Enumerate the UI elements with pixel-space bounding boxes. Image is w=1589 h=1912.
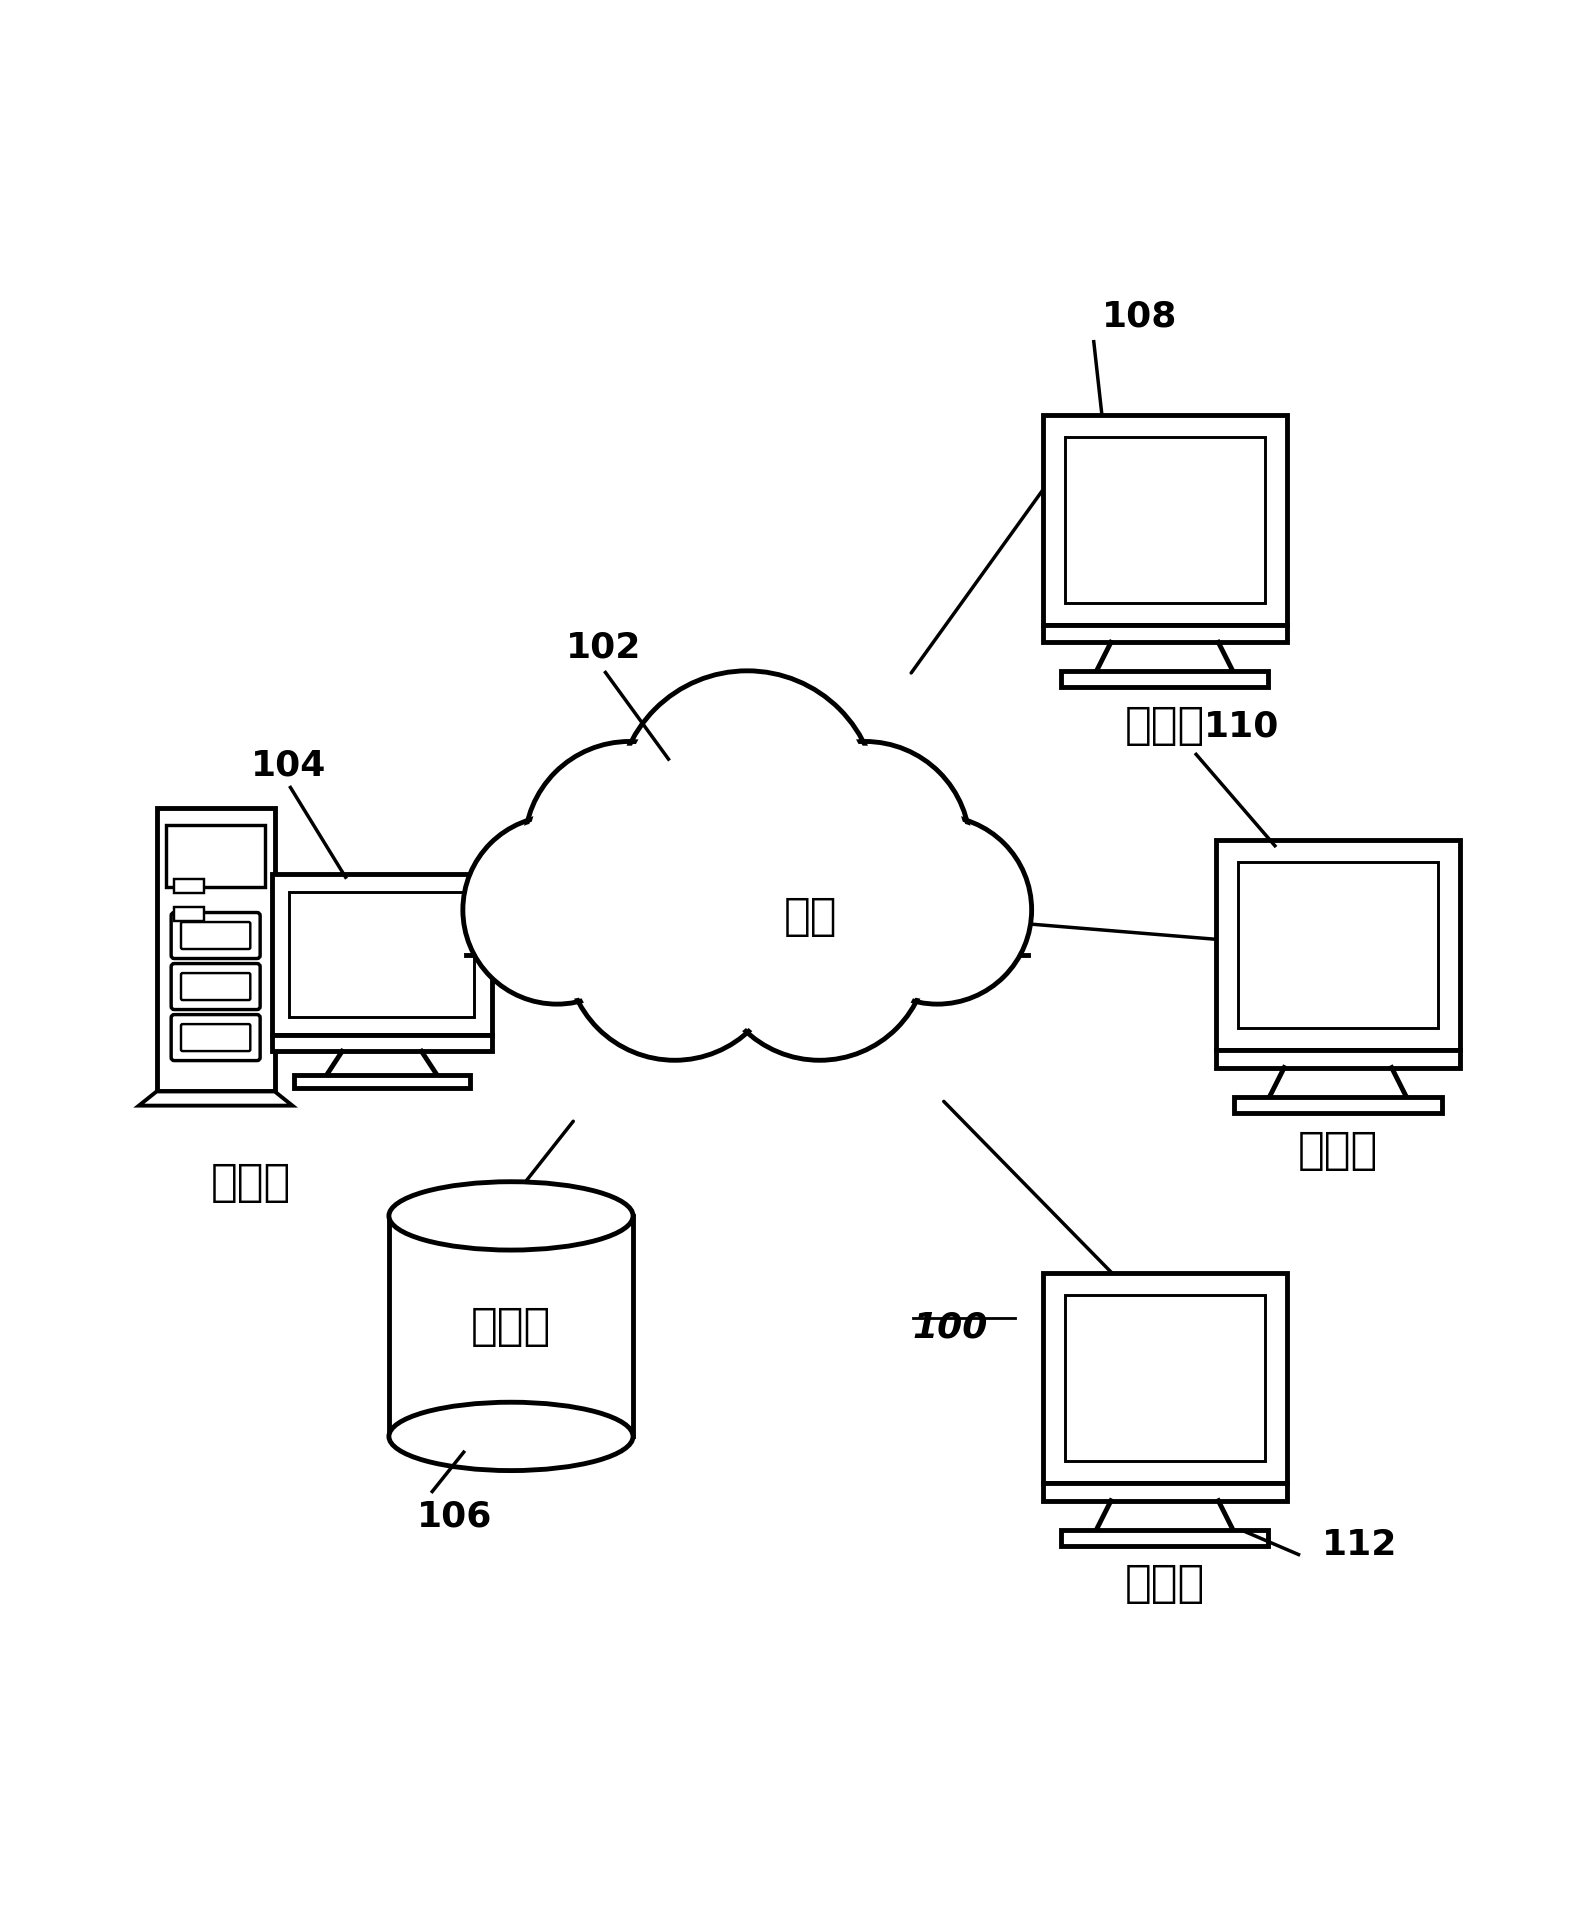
Bar xyxy=(1216,839,1460,1050)
Text: 112: 112 xyxy=(1322,1528,1398,1562)
Bar xyxy=(165,824,265,887)
Ellipse shape xyxy=(389,1182,632,1250)
Bar xyxy=(1065,1296,1265,1461)
Circle shape xyxy=(621,677,872,927)
Circle shape xyxy=(760,742,969,952)
Bar xyxy=(272,874,493,1034)
FancyBboxPatch shape xyxy=(172,1015,261,1061)
Text: 104: 104 xyxy=(251,750,326,782)
Bar xyxy=(1042,1273,1287,1484)
Circle shape xyxy=(462,816,651,1004)
Bar xyxy=(1065,438,1265,602)
Bar xyxy=(175,880,203,893)
Polygon shape xyxy=(138,1092,292,1105)
Bar xyxy=(157,809,275,1092)
Text: 108: 108 xyxy=(1101,300,1177,335)
FancyBboxPatch shape xyxy=(181,1025,251,1052)
FancyBboxPatch shape xyxy=(172,912,261,958)
FancyBboxPatch shape xyxy=(181,973,251,1000)
Circle shape xyxy=(847,820,1028,1000)
Text: 102: 102 xyxy=(566,631,642,665)
Text: 106: 106 xyxy=(416,1499,493,1533)
Text: 客户机: 客户机 xyxy=(1125,1562,1204,1606)
FancyBboxPatch shape xyxy=(172,964,261,1010)
Text: 客户机: 客户机 xyxy=(1125,704,1204,748)
FancyBboxPatch shape xyxy=(181,922,251,948)
Circle shape xyxy=(617,671,877,931)
Circle shape xyxy=(467,820,647,1000)
Bar xyxy=(175,906,203,922)
Bar xyxy=(1061,1530,1268,1547)
Bar xyxy=(1042,415,1287,625)
Bar xyxy=(1042,625,1287,642)
Circle shape xyxy=(710,843,928,1061)
Polygon shape xyxy=(389,1216,632,1436)
Bar xyxy=(1042,1484,1287,1501)
Circle shape xyxy=(524,742,734,952)
Circle shape xyxy=(764,746,966,946)
Bar xyxy=(272,1034,493,1052)
Bar xyxy=(289,891,475,1017)
Circle shape xyxy=(844,816,1031,1004)
Bar xyxy=(1238,862,1438,1029)
Bar xyxy=(1235,1097,1441,1113)
Text: 存储器: 存储器 xyxy=(470,1304,551,1348)
Circle shape xyxy=(715,847,925,1055)
Text: 客户机: 客户机 xyxy=(1298,1130,1378,1172)
Circle shape xyxy=(570,847,779,1055)
Bar xyxy=(294,1075,470,1088)
Circle shape xyxy=(566,843,783,1061)
Circle shape xyxy=(529,746,731,946)
Bar xyxy=(1061,671,1268,688)
Text: 100: 100 xyxy=(912,1310,988,1344)
Text: 110: 110 xyxy=(1204,709,1279,744)
Text: 服务器: 服务器 xyxy=(211,1161,291,1205)
Text: 网络: 网络 xyxy=(783,895,837,939)
Ellipse shape xyxy=(389,1401,632,1470)
Bar xyxy=(1216,1050,1460,1067)
